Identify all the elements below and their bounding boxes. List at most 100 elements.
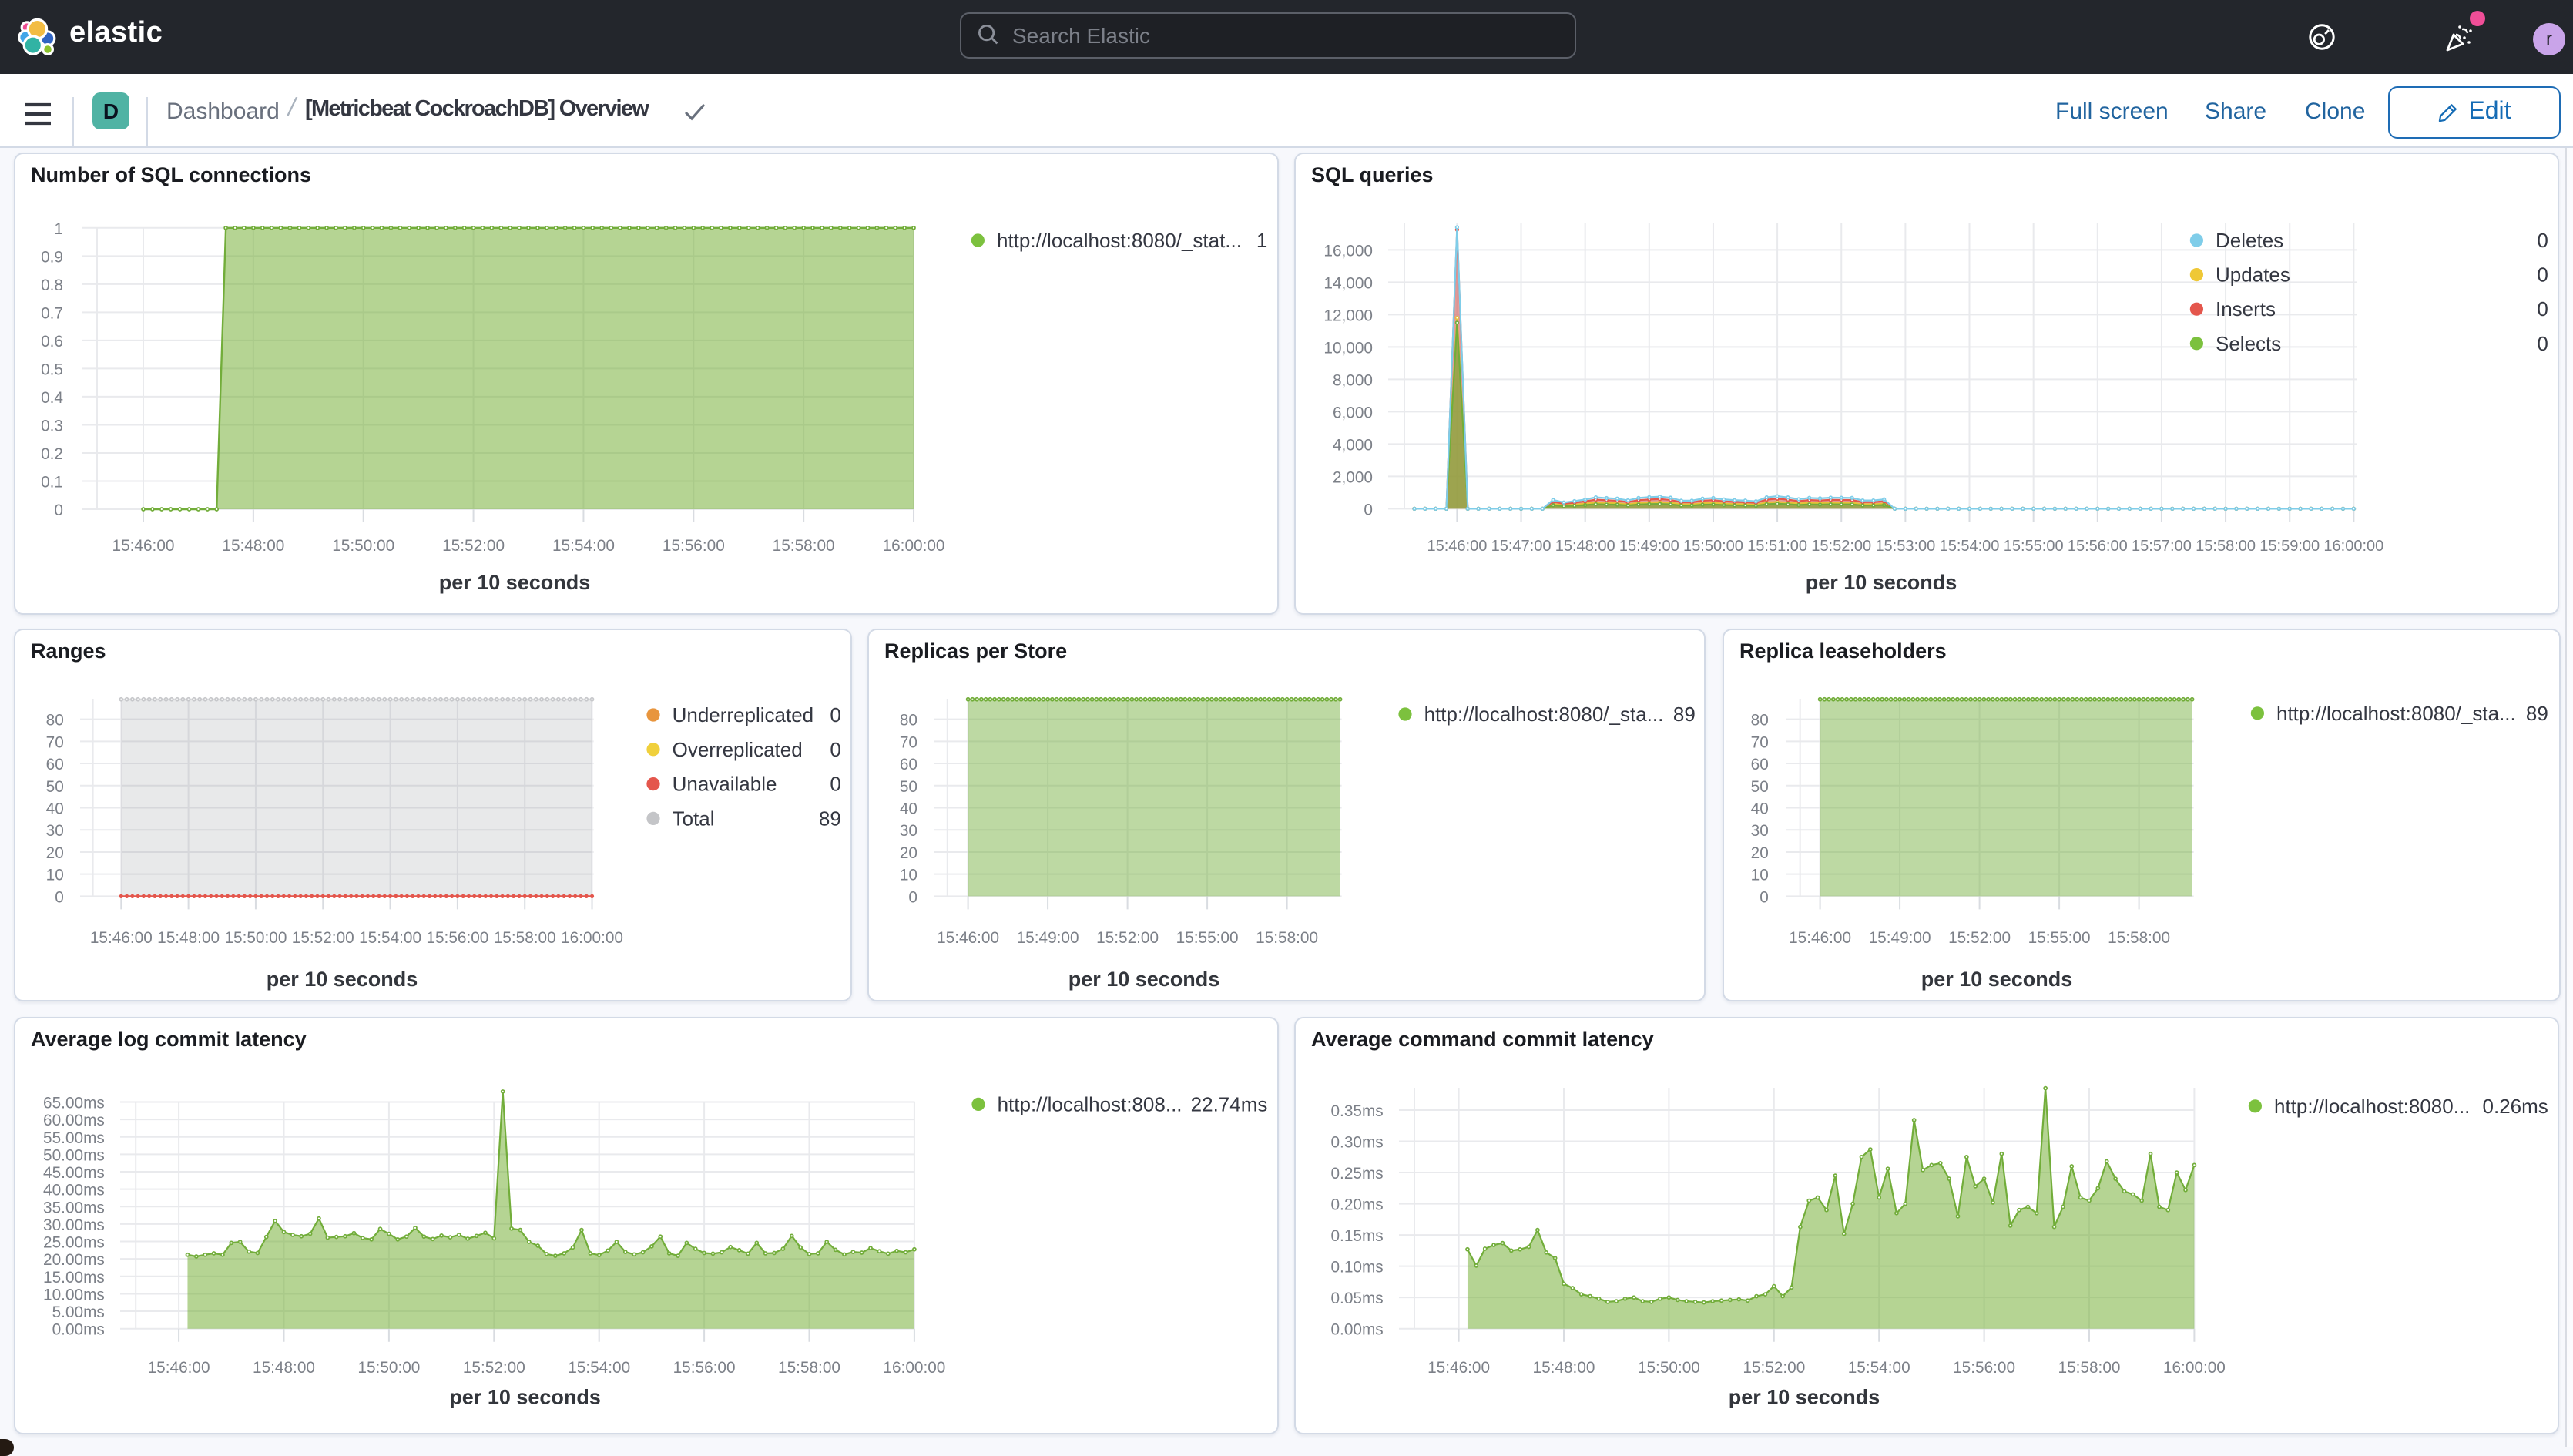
svg-text:0: 0 — [830, 703, 840, 726]
svg-text:15:53:00: 15:53:00 — [1875, 538, 1935, 555]
svg-text:70: 70 — [1751, 733, 1769, 751]
svg-text:0: 0 — [2537, 229, 2548, 252]
svg-text:0: 0 — [1364, 501, 1373, 518]
svg-text:1: 1 — [54, 220, 63, 238]
svg-text:0.6: 0.6 — [41, 333, 63, 351]
svg-text:20.00ms: 20.00ms — [43, 1251, 105, 1269]
svg-text:1: 1 — [1256, 229, 1267, 252]
svg-text:15:54:00: 15:54:00 — [359, 929, 421, 947]
svg-text:0.1: 0.1 — [41, 473, 63, 491]
svg-text:15:46:00: 15:46:00 — [112, 537, 175, 555]
svg-text:15:50:00: 15:50:00 — [332, 537, 394, 555]
svg-text:per 10 seconds: per 10 seconds — [1806, 571, 1957, 594]
svg-text:per 10 seconds: per 10 seconds — [1729, 1385, 1880, 1408]
svg-text:15:57:00: 15:57:00 — [2132, 538, 2192, 555]
svg-text:0.00ms: 0.00ms — [1330, 1321, 1383, 1339]
svg-text:15:48:00: 15:48:00 — [222, 537, 284, 555]
svg-text:15:56:00: 15:56:00 — [426, 929, 488, 947]
svg-text:0.8: 0.8 — [41, 277, 63, 294]
svg-text:16:00:00: 16:00:00 — [883, 537, 945, 555]
svg-text:55.00ms: 55.00ms — [43, 1129, 105, 1147]
svg-text:15:46:00: 15:46:00 — [148, 1359, 210, 1377]
svg-text:15:48:00: 15:48:00 — [1533, 1359, 1595, 1377]
svg-text:6,000: 6,000 — [1333, 404, 1373, 421]
svg-text:10,000: 10,000 — [1323, 339, 1373, 357]
svg-text:0: 0 — [830, 773, 840, 796]
svg-text:65.00ms: 65.00ms — [43, 1095, 105, 1112]
svg-text:15:51:00: 15:51:00 — [1747, 538, 1807, 555]
svg-text:Inserts: Inserts — [2216, 297, 2276, 320]
svg-text:22.74ms: 22.74ms — [1191, 1092, 1268, 1115]
svg-text:50: 50 — [46, 778, 64, 796]
svg-text:per 10 seconds: per 10 seconds — [449, 1385, 601, 1408]
svg-text:30: 30 — [46, 822, 64, 840]
svg-text:15:59:00: 15:59:00 — [2259, 538, 2320, 555]
svg-text:0.20ms: 0.20ms — [1330, 1196, 1383, 1214]
svg-text:http://localhost:8080/_sta...: http://localhost:8080/_sta... — [1424, 703, 1664, 726]
svg-text:15:46:00: 15:46:00 — [1789, 929, 1851, 947]
svg-text:15:49:00: 15:49:00 — [1869, 929, 1931, 947]
svg-text:15:52:00: 15:52:00 — [1811, 538, 1871, 555]
svg-text:20: 20 — [1751, 844, 1769, 862]
svg-text:10: 10 — [900, 867, 917, 884]
svg-text:0.00ms: 0.00ms — [52, 1321, 105, 1339]
svg-text:http://localhost:8080/_stat...: http://localhost:8080/_stat... — [997, 229, 1242, 252]
svg-text:60.00ms: 60.00ms — [43, 1112, 105, 1129]
svg-text:Updates: Updates — [2216, 263, 2290, 287]
svg-text:15:50:00: 15:50:00 — [357, 1359, 420, 1377]
svg-text:0.26ms: 0.26ms — [2483, 1095, 2548, 1118]
svg-text:12,000: 12,000 — [1323, 307, 1373, 324]
svg-text:0.2: 0.2 — [41, 445, 63, 463]
svg-text:15:55:00: 15:55:00 — [2028, 929, 2091, 947]
svg-text:30: 30 — [900, 822, 917, 840]
svg-text:15:56:00: 15:56:00 — [1953, 1359, 2015, 1377]
svg-text:0.05ms: 0.05ms — [1330, 1290, 1383, 1307]
svg-text:45.00ms: 45.00ms — [43, 1164, 105, 1182]
svg-text:0.15ms: 0.15ms — [1330, 1227, 1383, 1245]
svg-text:89: 89 — [1673, 703, 1696, 726]
svg-text:0.4: 0.4 — [41, 389, 63, 407]
svg-text:50: 50 — [900, 778, 917, 796]
svg-text:http://localhost:808...: http://localhost:808... — [998, 1092, 1183, 1115]
svg-text:15:55:00: 15:55:00 — [2004, 538, 2064, 555]
svg-text:15:58:00: 15:58:00 — [778, 1359, 840, 1377]
svg-text:15:52:00: 15:52:00 — [1948, 929, 2011, 947]
svg-text:35.00ms: 35.00ms — [43, 1199, 105, 1216]
svg-text:15:46:00: 15:46:00 — [937, 929, 999, 947]
svg-text:15:52:00: 15:52:00 — [1743, 1359, 1805, 1377]
svg-text:0.5: 0.5 — [41, 361, 63, 378]
svg-text:16:00:00: 16:00:00 — [561, 929, 623, 947]
svg-text:http://localhost:8080...: http://localhost:8080... — [2274, 1095, 2470, 1118]
svg-text:Underreplicated: Underreplicated — [673, 703, 814, 726]
svg-text:15:46:00: 15:46:00 — [1427, 1359, 1490, 1377]
svg-text:0.30ms: 0.30ms — [1330, 1134, 1383, 1152]
svg-text:15:58:00: 15:58:00 — [773, 537, 835, 555]
svg-text:Overreplicated: Overreplicated — [673, 738, 803, 761]
svg-text:40: 40 — [900, 800, 917, 818]
svg-text:25.00ms: 25.00ms — [43, 1234, 105, 1252]
svg-text:15:52:00: 15:52:00 — [292, 929, 354, 947]
svg-text:15:48:00: 15:48:00 — [157, 929, 220, 947]
svg-text:15:58:00: 15:58:00 — [2058, 1359, 2121, 1377]
svg-text:0.35ms: 0.35ms — [1330, 1102, 1383, 1120]
svg-text:per 10 seconds: per 10 seconds — [439, 571, 591, 594]
svg-text:60: 60 — [900, 756, 917, 773]
svg-text:15:54:00: 15:54:00 — [552, 537, 615, 555]
svg-text:30: 30 — [1751, 822, 1769, 840]
svg-text:20: 20 — [46, 844, 64, 862]
svg-text:10: 10 — [46, 867, 64, 884]
svg-text:Total: Total — [673, 807, 715, 830]
svg-text:15:50:00: 15:50:00 — [1683, 538, 1743, 555]
svg-text:0: 0 — [2537, 332, 2548, 355]
svg-text:40.00ms: 40.00ms — [43, 1182, 105, 1199]
svg-text:30.00ms: 30.00ms — [43, 1216, 105, 1234]
svg-text:15:54:00: 15:54:00 — [1848, 1359, 1910, 1377]
svg-text:80: 80 — [1751, 712, 1769, 730]
svg-text:15:46:00: 15:46:00 — [1427, 538, 1487, 555]
svg-text:0.10ms: 0.10ms — [1330, 1259, 1383, 1277]
svg-text:per 10 seconds: per 10 seconds — [1068, 968, 1220, 991]
svg-text:15:52:00: 15:52:00 — [463, 1359, 525, 1377]
svg-text:16:00:00: 16:00:00 — [2163, 1359, 2226, 1377]
svg-text:15:47:00: 15:47:00 — [1491, 538, 1552, 555]
svg-text:0.7: 0.7 — [41, 304, 63, 322]
